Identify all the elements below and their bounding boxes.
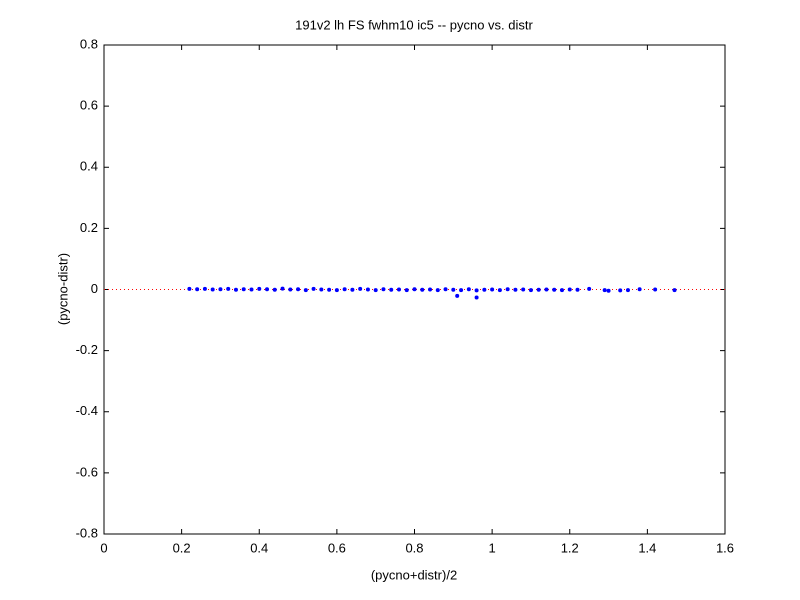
point	[428, 287, 433, 292]
point	[455, 293, 460, 298]
y-tick-label: 0.8	[80, 36, 98, 51]
point	[303, 288, 308, 293]
point	[474, 288, 479, 293]
point	[587, 286, 592, 291]
y-tick-label: 0.2	[80, 220, 98, 235]
y-axis-label: (pycno-distr)	[55, 253, 70, 325]
point	[280, 286, 285, 291]
chart-title: 191v2 lh FS fwhm10 ic5 -- pycno vs. dist…	[295, 17, 533, 32]
y-tick-label: -0.8	[76, 525, 98, 540]
y-tick-label: -0.2	[76, 342, 98, 357]
y-tick-label: -0.6	[76, 464, 98, 479]
point	[474, 295, 479, 300]
point	[365, 287, 370, 292]
point	[272, 287, 277, 292]
point	[218, 287, 223, 292]
x-axis-label: (pycno+distr)/2	[371, 567, 457, 582]
point	[618, 288, 623, 293]
y-tick-label: 0.6	[80, 98, 98, 113]
point	[505, 287, 510, 292]
point	[625, 288, 630, 293]
x-tick-label: 1.6	[716, 540, 734, 555]
point	[466, 287, 471, 292]
point	[334, 288, 339, 293]
point	[497, 288, 502, 293]
x-tick-label: 1.4	[638, 540, 656, 555]
point	[602, 288, 607, 293]
point	[233, 287, 238, 292]
point	[358, 286, 363, 291]
point	[396, 287, 401, 292]
point	[443, 287, 448, 292]
point	[381, 287, 386, 292]
x-tick-label: 0.8	[405, 540, 423, 555]
point	[482, 287, 487, 292]
point	[265, 287, 270, 292]
point	[567, 287, 572, 292]
x-tick-label: 1	[489, 540, 496, 555]
point	[311, 286, 316, 291]
point	[210, 287, 215, 292]
point	[606, 288, 611, 293]
point	[435, 288, 440, 293]
point	[451, 287, 456, 292]
x-tick-label: 0.4	[250, 540, 268, 555]
point	[672, 288, 677, 293]
y-tick-label: -0.4	[76, 403, 98, 418]
point	[350, 287, 355, 292]
point	[521, 287, 526, 292]
y-tick-label: 0.4	[80, 159, 98, 174]
point	[404, 288, 409, 293]
point	[552, 287, 557, 292]
point	[420, 287, 425, 292]
point	[241, 287, 246, 292]
point	[319, 287, 324, 292]
point	[373, 288, 378, 293]
point	[226, 286, 231, 291]
x-tick-label: 0	[100, 540, 107, 555]
point	[327, 287, 332, 292]
point	[412, 287, 417, 292]
x-tick-label: 0.6	[328, 540, 346, 555]
y-tick-label: 0	[91, 281, 98, 296]
x-tick-label: 1.2	[561, 540, 579, 555]
point	[490, 287, 495, 292]
point	[528, 288, 533, 293]
point	[296, 287, 301, 292]
point	[459, 288, 464, 293]
point	[513, 287, 518, 292]
point	[389, 287, 394, 292]
point	[637, 287, 642, 292]
point	[257, 286, 262, 291]
point	[195, 287, 200, 292]
point	[544, 287, 549, 292]
point	[342, 287, 347, 292]
point	[653, 287, 658, 292]
point	[536, 287, 541, 292]
point	[187, 286, 192, 291]
point	[559, 288, 564, 293]
x-tick-label: 0.2	[173, 540, 191, 555]
point	[288, 287, 293, 292]
point	[249, 287, 254, 292]
point	[575, 287, 580, 292]
point	[202, 286, 207, 291]
